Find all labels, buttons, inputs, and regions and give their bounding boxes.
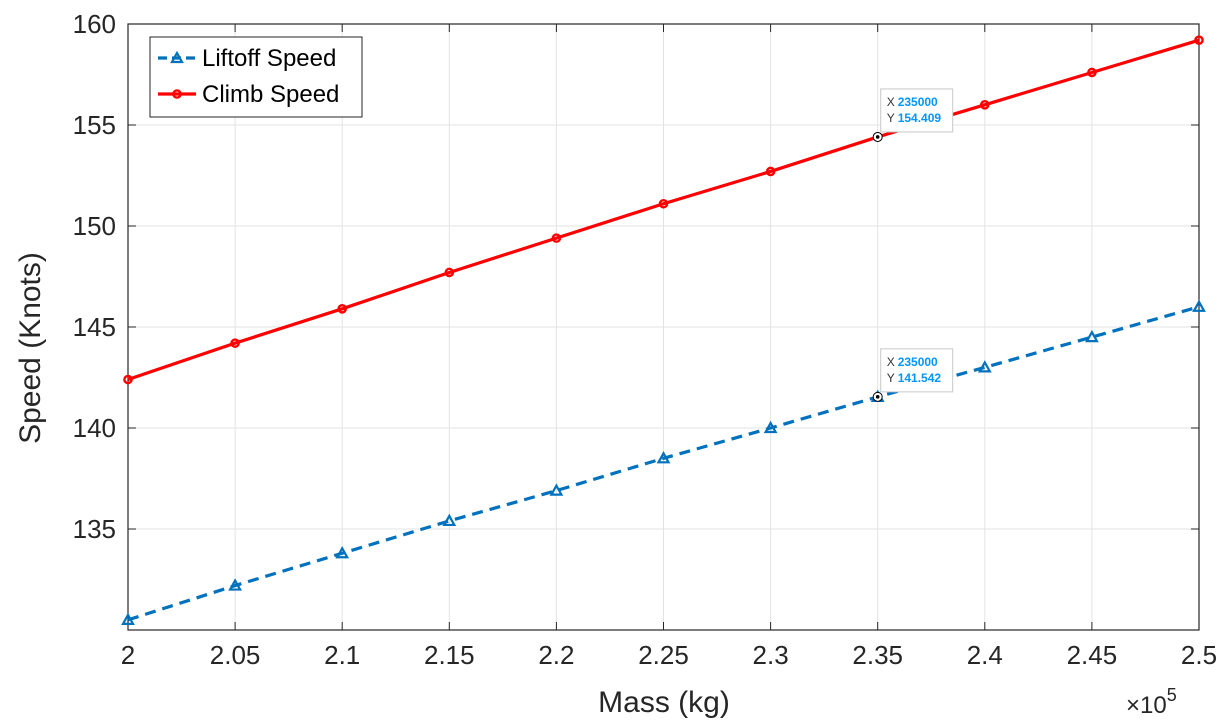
climb-speed-point [658,198,669,209]
x-tick-label: 2.35 [852,640,903,670]
x-exponent-label: ×105 [1126,685,1177,719]
x-tick-label: 2 [121,640,135,670]
datatip-anchor-dot [875,395,880,399]
legend-entry-liftoff-speed: Liftoff Speed [158,45,336,72]
climb-speed-point [1194,35,1204,45]
datatip-key: Y [887,111,895,125]
y-tick-label: 135 [73,514,116,544]
x-tick-label: 2.25 [638,640,689,670]
x-tick-label: 2.2 [538,640,574,670]
y-tick-label: 140 [73,413,116,443]
y-tick-label: 145 [73,312,116,342]
axis-ticks: 2 2.05 2.1 2.15 2.2 2.25 2.3 2.35 2.4 2.45 2.5 135 1… [73,9,1217,670]
x-tick-label: 2.4 [967,640,1003,670]
liftoff-speed-point [977,360,992,373]
x-tick-label: 2.15 [424,640,475,670]
x-axis-title: Mass (kg) [598,686,730,719]
liftoff-speed-point [121,612,135,626]
climb-speed-point [765,166,776,177]
climb-speed-point [1087,67,1097,78]
legend-box [149,36,363,118]
x-tick-label: 2.3 [753,640,789,670]
legend-label: Liftoff Speed [202,45,336,72]
climb-speed-point [551,233,562,243]
liftoff-speed-point [228,578,242,591]
y-tick-label: 155 [73,110,116,140]
y-axis-title: Speed (Knots) [14,252,47,444]
liftoff-speed-point [442,513,457,527]
legend: Liftoff Speed Climb Speed [149,36,363,118]
datatip-value: 235000 [898,355,938,369]
liftoff-speed-point [1085,329,1099,343]
y-tick-label: 160 [73,9,116,39]
x-tick-label: 2.1 [324,640,360,670]
x-tick-label: 2.05 [210,640,261,670]
legend-label: Climb Speed [202,81,339,108]
datatip-box [880,88,954,133]
climb-speed-point [980,100,990,110]
datatip-value: 141.542 [898,371,942,385]
legend-marker [172,89,182,99]
datatip-value: 154.409 [898,111,942,125]
y-tick-label: 150 [73,211,116,241]
climb-speed-point [123,374,133,385]
liftoff-speed-point [763,420,778,434]
legend-entry-climb-speed: Climb Speed [158,81,339,108]
liftoff-speed-line [127,305,1200,622]
series-layer [121,35,1206,626]
climb-speed-point [230,338,240,348]
datatip-key: X [887,95,895,109]
datatip-value: 235000 [898,95,938,109]
liftoff-speed-point [335,545,350,559]
x-tick-label: 2.45 [1067,640,1118,670]
x-tick-label: 2.5 [1181,640,1217,670]
datatip-key: Y [887,371,895,385]
datatip-key: X [887,355,895,369]
liftoff-speed-point [549,483,564,496]
climb-speed-point [444,267,455,278]
datatip-box [880,348,954,393]
climb-speed-line [127,38,1200,382]
liftoff-speed-series [121,299,1206,626]
liftoff-speed-point [656,451,671,464]
climb-speed-series [123,35,1204,385]
legend-marker [170,50,184,64]
climb-speed-point [337,304,348,314]
datatip-anchor-dot [875,135,880,139]
liftoff-speed-point [1192,299,1206,312]
